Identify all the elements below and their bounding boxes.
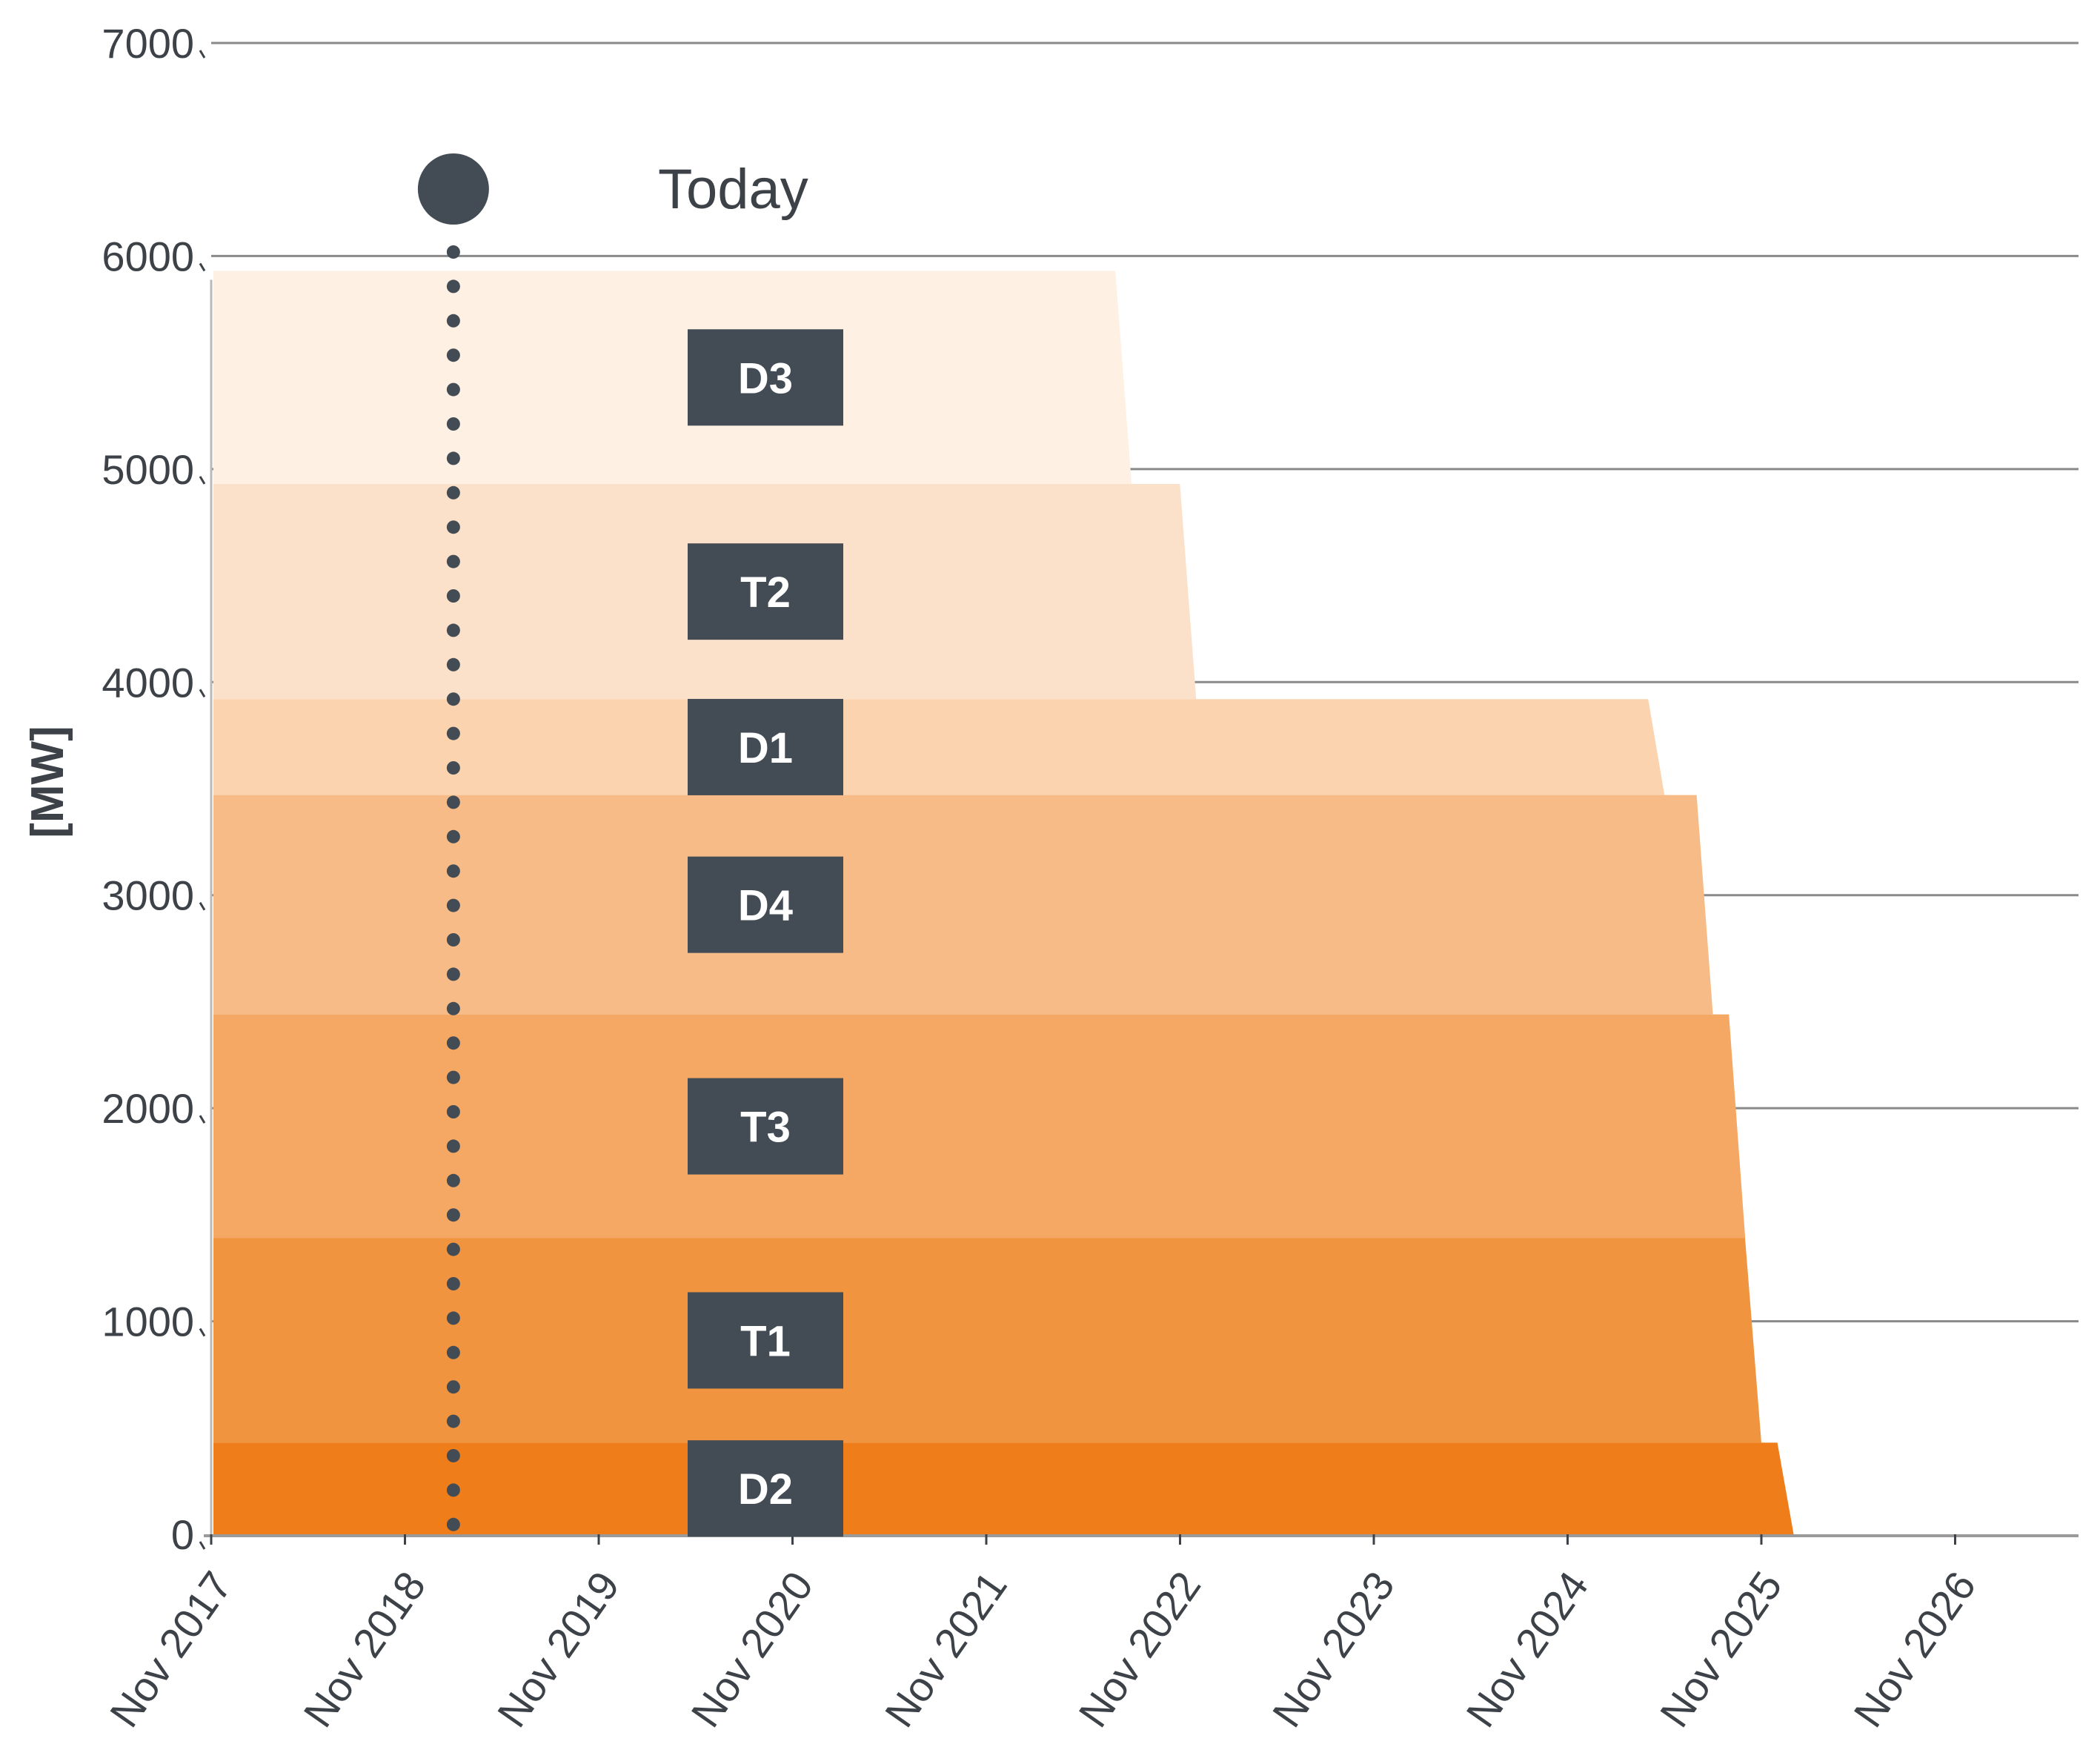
- series-label-d4: D4: [688, 856, 843, 953]
- x-tick-label: Nov 2022: [1069, 1563, 1209, 1736]
- today-label: Today: [658, 158, 808, 221]
- x-tick-label: Nov 2019: [488, 1563, 628, 1736]
- series-label-text: D4: [738, 882, 793, 930]
- area-t1: [213, 1238, 1761, 1443]
- series-label-d2: D2: [688, 1440, 843, 1537]
- area-d4: [213, 795, 1713, 1015]
- series-label-text: T3: [740, 1104, 791, 1152]
- series-label-box: [688, 856, 843, 953]
- x-tick-label: Nov 2024: [1457, 1563, 1597, 1736]
- series-label-text: T2: [740, 568, 791, 617]
- series-label-t2: T2: [688, 543, 843, 640]
- y-tick-mark: [199, 901, 206, 911]
- y-tick-mark: [199, 50, 206, 59]
- series-label-box: [688, 1078, 843, 1175]
- axes: [204, 279, 2079, 1537]
- y-tick-mark: [199, 689, 206, 698]
- x-tick-label: Nov 2023: [1263, 1563, 1403, 1736]
- series-label-d3: D3: [688, 329, 843, 426]
- stacked-areas: [213, 271, 1794, 1534]
- today-marker: Today: [417, 153, 808, 1541]
- x-tick-label: Nov 2018: [294, 1563, 434, 1736]
- x-tick-label: Nov 2020: [682, 1563, 822, 1736]
- area-d1: [213, 699, 1665, 795]
- today-dot: [417, 153, 489, 225]
- y-tick-label: 2000: [102, 1085, 194, 1132]
- x-tick-labels: Nov 2017 Nov 2018 Nov 2019 Nov 2020 Nov 2021…: [101, 1534, 1984, 1736]
- series-label-text: D2: [738, 1465, 793, 1514]
- series-label-text: D3: [738, 354, 793, 402]
- series-labels: D2 T1 T3 D4 D1 T2 D3: [688, 329, 843, 1537]
- area-d2: [213, 1442, 1794, 1534]
- y-tick-mark: [199, 1541, 206, 1550]
- series-label-box: [688, 543, 843, 640]
- series-label-box: [688, 329, 843, 426]
- x-tick-label: Nov 2017: [101, 1563, 241, 1736]
- x-tick-label: Nov 2026: [1844, 1563, 1984, 1736]
- area-d3: [213, 271, 1132, 484]
- series-label-text: T1: [740, 1317, 791, 1365]
- y-tick-label: 6000: [102, 233, 194, 279]
- y-tick-label: 4000: [102, 659, 194, 706]
- y-tick-label: 0: [171, 1511, 194, 1558]
- y-axis-title: [MW]: [22, 726, 73, 838]
- area-t3: [213, 1014, 1746, 1239]
- series-label-box: [688, 1292, 843, 1389]
- series-label-box: [688, 1440, 843, 1537]
- y-tick-mark: [199, 1115, 206, 1124]
- series-label-t3: T3: [688, 1078, 843, 1175]
- y-tick-mark: [199, 1327, 206, 1337]
- series-label-text: D1: [738, 724, 793, 772]
- series-label-d1: D1: [688, 698, 843, 795]
- y-tick-label: 5000: [102, 446, 194, 493]
- y-tick-labels: 0 1000 2000 3000 4000 5000 6000 7000: [102, 20, 206, 1558]
- y-tick-mark: [199, 476, 206, 485]
- x-tick-label: Nov 2021: [876, 1563, 1016, 1736]
- y-tick-label: 7000: [102, 20, 194, 67]
- series-label-t1: T1: [688, 1292, 843, 1389]
- series-label-box: [688, 698, 843, 795]
- y-tick-label: 3000: [102, 872, 194, 919]
- x-tick-label: Nov 2025: [1651, 1563, 1791, 1736]
- y-tick-mark: [199, 262, 206, 272]
- y-tick-label: 1000: [102, 1299, 194, 1345]
